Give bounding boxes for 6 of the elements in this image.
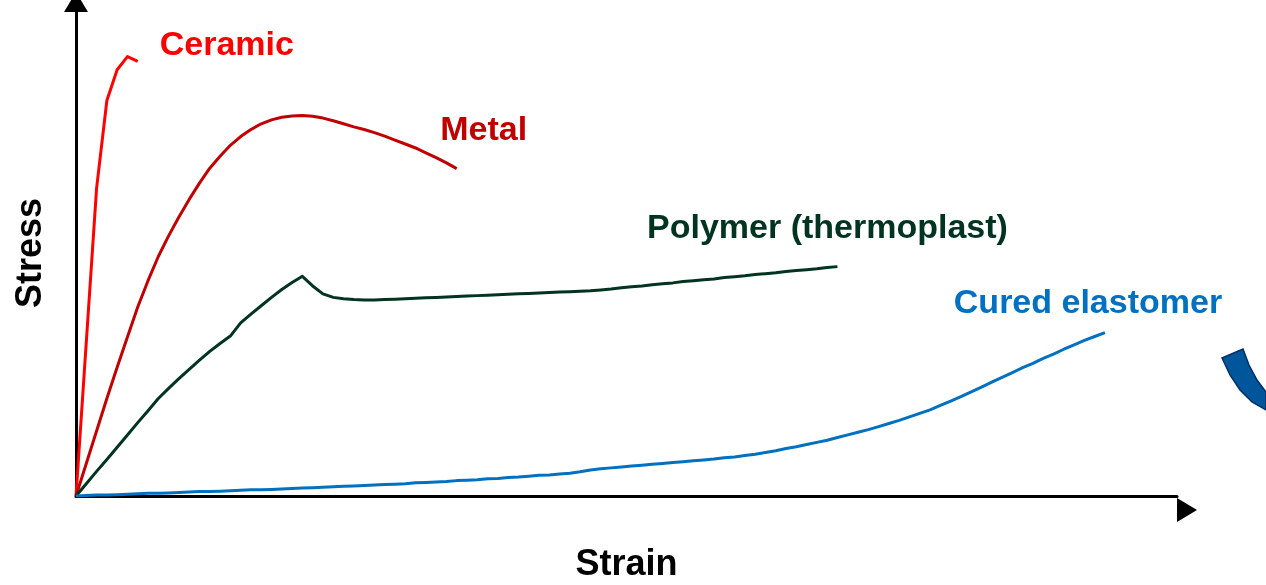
series-label: Cured elastomer <box>953 281 1223 320</box>
y-axis-title: Stress <box>7 197 49 309</box>
series-label: Ceramic <box>159 24 294 63</box>
series-label: Polymer (thermoplast) <box>647 206 1008 245</box>
series-label: Metal <box>440 108 528 147</box>
x-axis-title: Strain <box>575 541 678 583</box>
